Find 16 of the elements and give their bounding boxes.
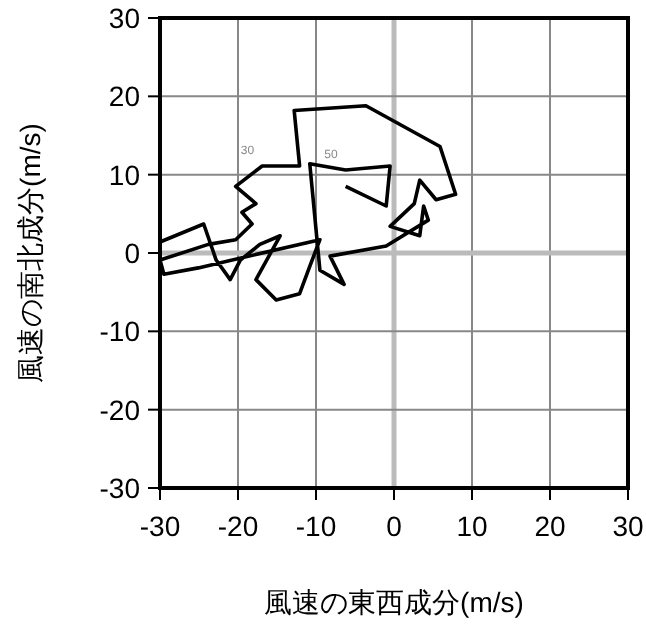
x-tick-label: -30 xyxy=(139,510,181,542)
x-tick-label: 0 xyxy=(386,510,403,542)
x-tick-label: 10 xyxy=(456,510,488,542)
x-axis-title: 風速の東西成分(m/s) xyxy=(264,586,524,618)
x-tick-label: 30 xyxy=(612,510,644,542)
y-tick-label: 10 xyxy=(108,158,141,191)
x-tick-label: -10 xyxy=(295,510,337,542)
y-tick-label: 20 xyxy=(108,80,141,113)
y-tick-label: -20 xyxy=(99,393,141,426)
x-tick-label: -20 xyxy=(217,510,259,542)
x-tick-label: 20 xyxy=(534,510,566,542)
y-axis-title: 風速の南北成分(m/s) xyxy=(14,123,46,383)
y-tick-label: -10 xyxy=(99,315,141,348)
y-tick-label: 30 xyxy=(108,2,141,34)
y-tick-label: -30 xyxy=(99,472,141,504)
y-tick-label: 0 xyxy=(124,237,141,269)
